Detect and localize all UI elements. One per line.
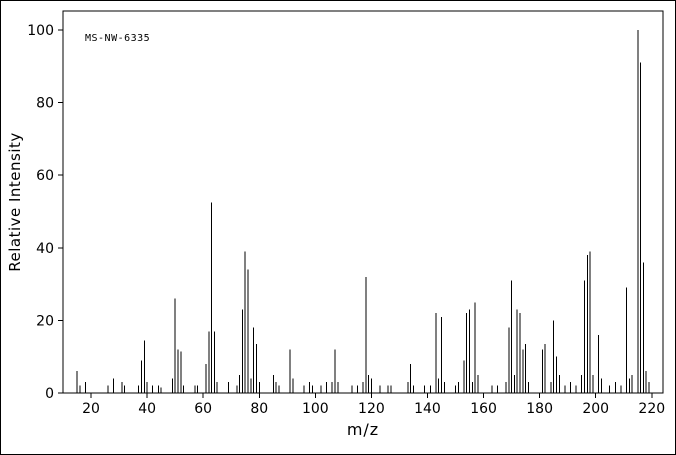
- y-tick-label: 40: [36, 241, 54, 257]
- x-tick-label: 160: [470, 401, 497, 417]
- y-tick-label: 20: [36, 313, 54, 329]
- y-tick-label: 60: [36, 168, 54, 184]
- axis-tick-labels: 20 40 60 80 100 120 140 160 180 200 220 0 20 40 60 80 10…: [27, 23, 665, 417]
- x-tick-label: 100: [302, 401, 329, 417]
- x-tick-label: 40: [138, 401, 156, 417]
- spectrum-id-label: MS-NW-6335: [85, 33, 151, 44]
- y-axis-title: Relative Intensity: [6, 132, 24, 272]
- x-tick-label: 80: [250, 401, 268, 417]
- peaks: [76, 30, 650, 393]
- y-tick-label: 100: [27, 23, 54, 39]
- x-tick-label: 200: [582, 401, 609, 417]
- x-tick-label: 60: [194, 401, 212, 417]
- x-tick-label: 220: [638, 401, 665, 417]
- x-tick-label: 120: [358, 401, 385, 417]
- plot-frame: [58, 10, 664, 398]
- x-tick-label: 180: [526, 401, 553, 417]
- x-axis-title: m/z: [346, 420, 380, 439]
- x-tick-label: 140: [414, 401, 441, 417]
- y-tick-label: 0: [45, 386, 54, 402]
- x-tick-label: 20: [82, 401, 100, 417]
- y-tick-label: 80: [36, 96, 54, 112]
